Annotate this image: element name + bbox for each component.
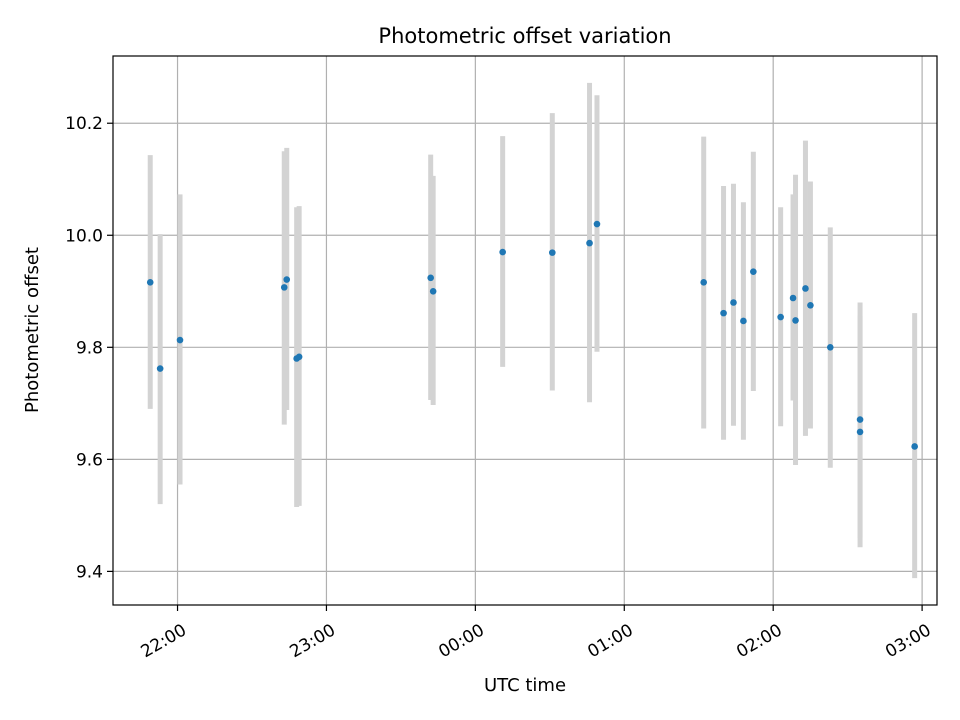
data-point [427, 274, 434, 282]
data-point [802, 285, 809, 292]
data-point [730, 299, 737, 306]
data-point [807, 301, 814, 309]
data-point [429, 287, 437, 295]
y-tick-label: 9.4 [76, 562, 103, 582]
data-point [826, 344, 834, 351]
data-point [700, 279, 707, 286]
data-point [777, 313, 784, 321]
data-point [295, 353, 303, 361]
data-point [720, 309, 727, 317]
data-point [283, 276, 291, 283]
data-point [856, 428, 864, 436]
data-point [549, 249, 556, 256]
plot-frame [112, 55, 938, 606]
data-point [789, 294, 797, 302]
y-tick-label: 10.2 [65, 114, 103, 134]
data-point [586, 239, 593, 247]
data-point [740, 317, 747, 325]
data-point [176, 336, 184, 344]
y-tick-label: 9.6 [76, 450, 103, 470]
x-axis-label: UTC time [484, 675, 566, 696]
chart-title: Photometric offset variation [378, 24, 671, 48]
y-tick-label: 9.8 [76, 338, 103, 358]
data-point [856, 416, 864, 423]
data-points [146, 220, 918, 450]
data-point [499, 248, 506, 256]
data-point [156, 365, 164, 372]
y-tick-label: 10.0 [65, 226, 103, 246]
y-axis-label: Photometric offset [22, 247, 43, 413]
data-point [911, 443, 918, 450]
data-point [750, 268, 757, 275]
data-point [146, 279, 154, 286]
data-point [280, 284, 288, 291]
data-point [792, 317, 799, 324]
data-point [593, 220, 601, 228]
y-axis: 9.4 9.6 9.8 10.0 10.2 [65, 114, 113, 582]
